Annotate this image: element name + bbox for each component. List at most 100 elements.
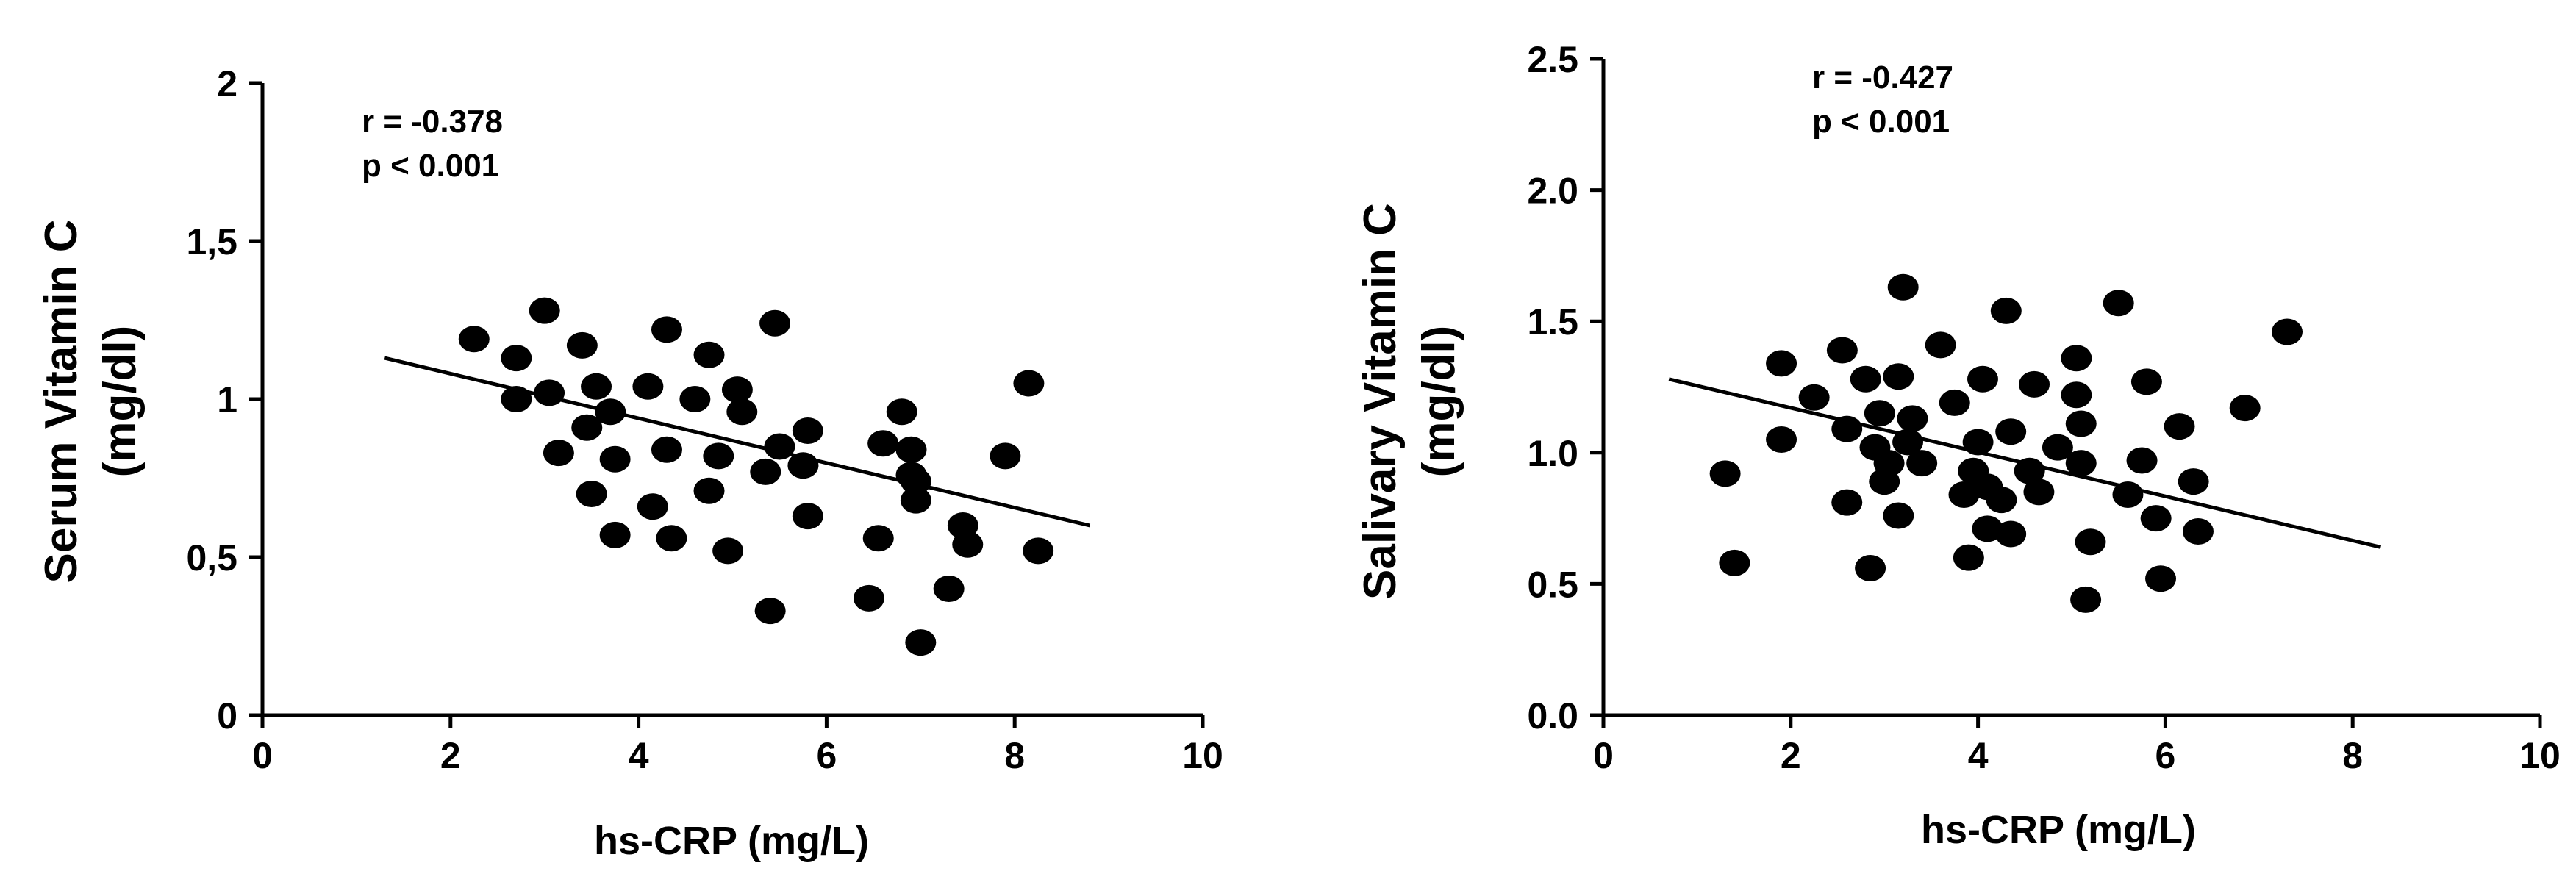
data-point	[576, 481, 607, 507]
regression-line	[384, 356, 1091, 528]
data-point	[2042, 434, 2073, 461]
data-point	[679, 386, 711, 412]
data-point	[1925, 331, 1956, 359]
data-point	[2140, 505, 2172, 532]
x-axis-title: hs-CRP (mg/L)	[1921, 808, 2196, 852]
y-tick-label: 0	[217, 695, 237, 736]
regression-line-group	[384, 356, 1091, 528]
data-point	[2019, 370, 2050, 398]
x-tick-label: 0	[252, 735, 273, 776]
data-point	[1831, 489, 1863, 516]
data-point	[1864, 400, 1895, 427]
y-axis-title: Serum Vitamin C	[36, 219, 87, 583]
data-point	[1709, 460, 1741, 487]
data-point	[759, 309, 791, 337]
data-point	[990, 442, 1021, 470]
data-point	[1826, 337, 1858, 364]
data-point	[900, 467, 931, 495]
data-point	[1719, 549, 1750, 576]
y-tick-label: 2.5	[1527, 39, 1578, 80]
correlation-r-label: r = -0.427	[1812, 60, 1953, 96]
data-point	[2182, 517, 2214, 545]
data-point	[792, 503, 823, 530]
correlation-r-label: r = -0.378	[362, 104, 503, 140]
data-point	[599, 521, 631, 548]
data-point	[637, 493, 668, 520]
data-point	[1855, 554, 1886, 581]
data-point	[632, 373, 664, 400]
data-point	[534, 379, 565, 406]
data-point	[529, 297, 560, 324]
data-point	[703, 442, 734, 470]
data-point	[862, 525, 894, 552]
data-point	[2229, 395, 2261, 422]
data-point	[2272, 318, 2303, 345]
data-point	[693, 341, 725, 368]
x-tick-label: 6	[816, 735, 837, 776]
data-point	[543, 440, 574, 467]
data-point	[1850, 365, 1881, 393]
data-point	[895, 436, 927, 463]
y-tick-label: 1.5	[1527, 301, 1578, 343]
x-tick-label: 0	[1593, 735, 1614, 776]
data-point	[764, 433, 795, 460]
data-point	[1873, 450, 1905, 477]
y-tick-label: 0,5	[186, 537, 237, 578]
data-point	[1990, 297, 2022, 324]
data-point	[2061, 345, 2092, 372]
data-point	[905, 629, 937, 656]
x-tick-label: 4	[629, 735, 649, 776]
x-tick-labels: 0 2 4 6 8 10	[1593, 735, 2561, 776]
data-point	[1883, 502, 1914, 529]
y-tick-label: 2	[217, 63, 237, 104]
data-point	[693, 477, 725, 504]
data-point	[501, 386, 532, 412]
data-point	[571, 414, 603, 441]
data-point	[1831, 415, 1863, 442]
data-points	[1709, 273, 2303, 613]
data-point	[787, 452, 819, 479]
x-tick-label: 8	[1004, 735, 1025, 776]
x-tick-label: 6	[2155, 735, 2175, 776]
data-point	[1883, 363, 1914, 390]
x-tick-label: 10	[2519, 735, 2561, 776]
data-point	[721, 376, 753, 404]
x-tick-label: 4	[1968, 735, 1989, 776]
data-point	[1953, 544, 1984, 571]
x-axis-title: hs-CRP (mg/L)	[594, 819, 869, 863]
data-point	[656, 525, 687, 552]
data-point	[2023, 479, 2055, 506]
data-point	[750, 458, 781, 485]
data-point	[595, 398, 626, 426]
data-point	[2075, 528, 2106, 556]
y-axis-title: Salivary Vitamin C	[1355, 203, 1406, 600]
y-tick-label: 1,5	[186, 221, 237, 262]
data-point	[1995, 418, 2027, 445]
y-tick-label: 0.0	[1527, 695, 1578, 736]
y-tick-label: 1.0	[1527, 433, 1578, 474]
p-value-label: p < 0.001	[1812, 104, 1950, 140]
data-point	[900, 487, 931, 514]
data-points	[458, 297, 1054, 656]
data-point	[754, 598, 786, 625]
data-point	[1995, 520, 2027, 548]
data-point	[2103, 290, 2134, 317]
data-point	[651, 436, 682, 463]
data-point	[2145, 565, 2177, 592]
x-tick-label: 10	[1182, 735, 1223, 776]
data-point	[2065, 450, 2097, 477]
tick-marks	[249, 81, 1205, 728]
y-tick-label: 0.5	[1527, 564, 1578, 605]
data-point	[599, 445, 631, 473]
data-point	[458, 326, 490, 353]
data-point	[1897, 405, 1928, 432]
data-point	[2014, 457, 2045, 484]
data-point	[726, 398, 758, 426]
data-point	[1972, 515, 2003, 542]
y-axis-units: (mg/dl)	[1414, 326, 1464, 478]
data-point	[1766, 350, 1797, 377]
p-value-label: p < 0.001	[362, 148, 499, 184]
data-point	[1948, 481, 1980, 508]
